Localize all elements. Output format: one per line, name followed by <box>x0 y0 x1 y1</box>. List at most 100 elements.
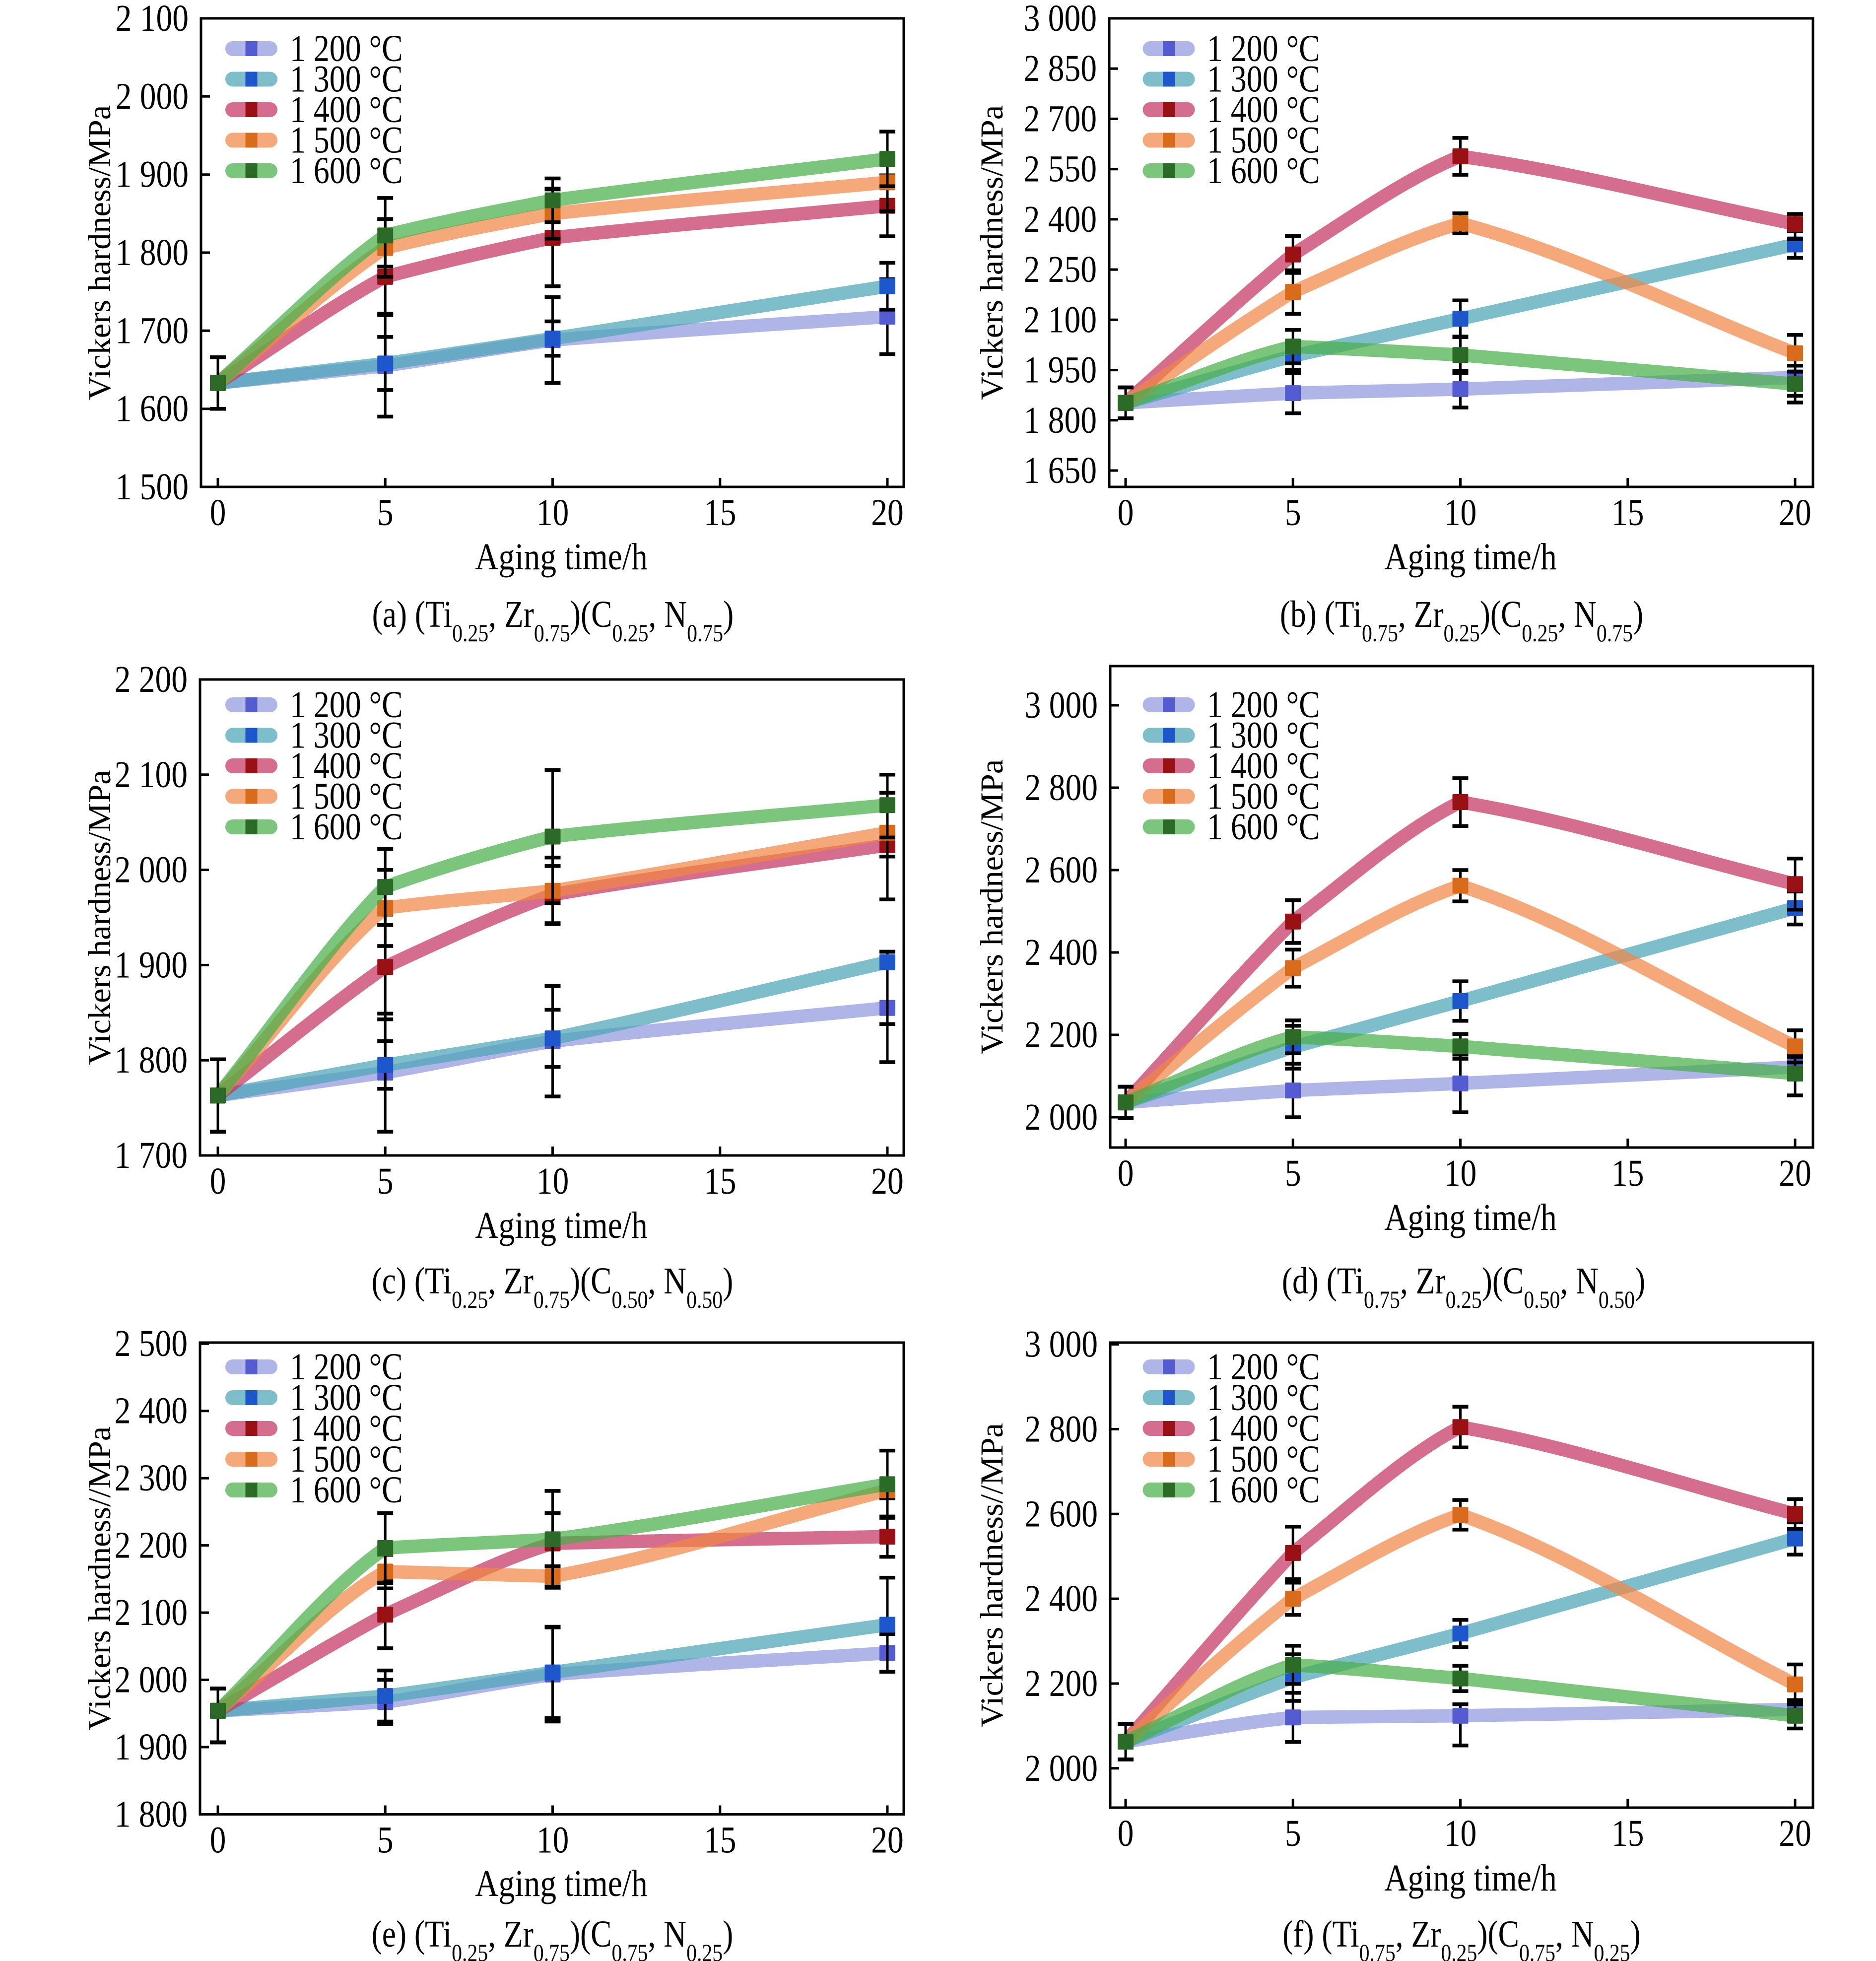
svg-text:2 250: 2 250 <box>1024 249 1097 291</box>
svg-text:1 600 °C: 1 600 °C <box>1207 150 1320 192</box>
svg-text:Aging time/h: Aging time/h <box>1384 537 1556 578</box>
svg-text:1 500 °C: 1 500 °C <box>1207 1438 1320 1480</box>
svg-text:10: 10 <box>1444 492 1477 534</box>
svg-text:2 700: 2 700 <box>1024 98 1097 140</box>
svg-text:20: 20 <box>1779 492 1811 534</box>
svg-text:1 600: 1 600 <box>116 388 189 430</box>
svg-text:(b) (Ti0.75​, Zr0.25​)(C0.25​,: (b) (Ti0.75​, Zr0.25​)(C0.25​, N0.75​) <box>1280 594 1643 647</box>
svg-text:Vickers hardness/MPa: Vickers hardness/MPa <box>975 759 1010 1054</box>
svg-text:2 550: 2 550 <box>1024 148 1097 190</box>
svg-text:2 300: 2 300 <box>115 1458 188 1499</box>
svg-text:1 600 °C: 1 600 °C <box>290 150 403 192</box>
svg-text:2 600: 2 600 <box>1025 1493 1098 1535</box>
svg-text:1 600 °C: 1 600 °C <box>290 806 403 848</box>
svg-text:15: 15 <box>704 1161 737 1203</box>
svg-text:5: 5 <box>377 1820 394 1861</box>
svg-text:1 650: 1 650 <box>1024 450 1097 492</box>
svg-text:Aging time/h: Aging time/h <box>475 537 647 578</box>
svg-text:1 950: 1 950 <box>1024 349 1097 391</box>
svg-text:0: 0 <box>210 1161 226 1203</box>
svg-text:1 600 °C: 1 600 °C <box>1207 806 1320 848</box>
svg-text:1 600 °C: 1 600 °C <box>290 1469 403 1511</box>
svg-text:20: 20 <box>871 1161 904 1203</box>
svg-text:5: 5 <box>1285 1153 1301 1195</box>
svg-text:2 100: 2 100 <box>1024 299 1097 341</box>
svg-text:10: 10 <box>536 1820 569 1861</box>
svg-text:1 300 °C: 1 300 °C <box>290 58 403 100</box>
svg-text:1 400 °C: 1 400 °C <box>290 89 403 131</box>
svg-text:0: 0 <box>1118 1153 1134 1195</box>
svg-text:(d) (Ti0.75​, Zr0.25​)(C0.50​,: (d) (Ti0.75​, Zr0.25​)(C0.50​, N0.50​) <box>1282 1261 1645 1313</box>
svg-text:1 400 °C: 1 400 °C <box>1207 745 1320 787</box>
svg-text:2 100: 2 100 <box>115 754 188 796</box>
svg-text:10: 10 <box>1444 1813 1477 1855</box>
svg-text:2 200: 2 200 <box>1025 1663 1098 1705</box>
svg-text:1 400 °C: 1 400 °C <box>1207 89 1320 131</box>
svg-text:1 800: 1 800 <box>116 232 189 274</box>
svg-text:15: 15 <box>704 1820 737 1861</box>
svg-text:Vickers hardness/MPa: Vickers hardness/MPa <box>82 105 118 400</box>
svg-text:5: 5 <box>377 492 394 534</box>
svg-text:2 800: 2 800 <box>1025 767 1098 809</box>
svg-text:2 200: 2 200 <box>115 659 188 701</box>
svg-text:2 400: 2 400 <box>115 1390 188 1432</box>
svg-text:3 000: 3 000 <box>1024 0 1097 39</box>
svg-text:1 300 °C: 1 300 °C <box>290 1377 403 1419</box>
svg-text:1 800: 1 800 <box>1024 400 1097 441</box>
svg-text:0: 0 <box>1118 1813 1134 1855</box>
svg-text:2 400: 2 400 <box>1025 1578 1098 1620</box>
svg-text:5: 5 <box>1285 492 1301 534</box>
svg-text:10: 10 <box>536 492 569 534</box>
svg-text:1 200 °C: 1 200 °C <box>290 1346 403 1388</box>
svg-text:1 500 °C: 1 500 °C <box>290 1438 403 1480</box>
svg-text:(c) (Ti0.25​, Zr0.75​)(C0.50​,: (c) (Ti0.25​, Zr0.75​)(C0.50​, N0.50​) <box>372 1261 734 1313</box>
svg-text:1 400 °C: 1 400 °C <box>290 745 403 787</box>
svg-text:Vickers hardness/MPa: Vickers hardness/MPa <box>82 770 118 1065</box>
svg-text:2 400: 2 400 <box>1024 199 1097 240</box>
svg-text:2 850: 2 850 <box>1024 48 1097 90</box>
svg-text:15: 15 <box>1611 492 1644 534</box>
svg-text:15: 15 <box>1611 1153 1644 1195</box>
svg-text:1 200 °C: 1 200 °C <box>1207 1346 1320 1388</box>
svg-text:1 600 °C: 1 600 °C <box>1207 1469 1320 1511</box>
svg-text:1 500 °C: 1 500 °C <box>290 119 403 161</box>
svg-text:2 100: 2 100 <box>116 0 189 39</box>
svg-text:0: 0 <box>210 1820 226 1861</box>
svg-text:15: 15 <box>1611 1813 1644 1855</box>
svg-text:2 200: 2 200 <box>1025 1014 1098 1056</box>
svg-text:20: 20 <box>871 1820 904 1861</box>
svg-text:20: 20 <box>1779 1813 1811 1855</box>
svg-text:1 900: 1 900 <box>115 945 188 986</box>
svg-text:Vickers hardness//MPa: Vickers hardness//MPa <box>975 1423 1010 1727</box>
svg-text:2 800: 2 800 <box>1025 1409 1098 1450</box>
svg-text:Aging time/h: Aging time/h <box>475 1863 647 1905</box>
svg-text:5: 5 <box>1285 1813 1301 1855</box>
svg-text:1 200 °C: 1 200 °C <box>1207 684 1320 726</box>
svg-text:15: 15 <box>704 492 737 534</box>
svg-text:2 000: 2 000 <box>115 1659 188 1701</box>
svg-text:20: 20 <box>1779 1153 1811 1195</box>
svg-text:1 500 °C: 1 500 °C <box>1207 775 1320 817</box>
svg-text:2 000: 2 000 <box>1025 1748 1098 1789</box>
svg-text:2 100: 2 100 <box>115 1592 188 1634</box>
svg-text:1 200 °C: 1 200 °C <box>1207 28 1320 69</box>
svg-text:1 500 °C: 1 500 °C <box>290 775 403 817</box>
svg-text:1 300 °C: 1 300 °C <box>1207 58 1320 100</box>
svg-text:2 200: 2 200 <box>115 1525 188 1566</box>
svg-text:1 400 °C: 1 400 °C <box>1207 1408 1320 1449</box>
svg-text:1 300 °C: 1 300 °C <box>1207 1377 1320 1419</box>
svg-text:Vickers hardness/MPa: Vickers hardness/MPa <box>975 105 1010 400</box>
svg-text:1 300 °C: 1 300 °C <box>1207 714 1320 756</box>
svg-text:3 000: 3 000 <box>1025 1324 1098 1365</box>
svg-text:Aging time/h: Aging time/h <box>1384 1197 1556 1239</box>
svg-text:2 000: 2 000 <box>116 76 189 118</box>
svg-text:1 700: 1 700 <box>115 1135 188 1177</box>
svg-text:20: 20 <box>871 492 904 534</box>
svg-text:2 500: 2 500 <box>115 1323 188 1365</box>
svg-text:1 700: 1 700 <box>116 310 189 352</box>
svg-text:1 900: 1 900 <box>116 154 189 196</box>
svg-text:5: 5 <box>377 1161 394 1203</box>
svg-text:Vickers hardness//MPa: Vickers hardness//MPa <box>82 1426 118 1731</box>
svg-text:1 800: 1 800 <box>115 1040 188 1082</box>
svg-text:1 200 °C: 1 200 °C <box>290 684 403 726</box>
